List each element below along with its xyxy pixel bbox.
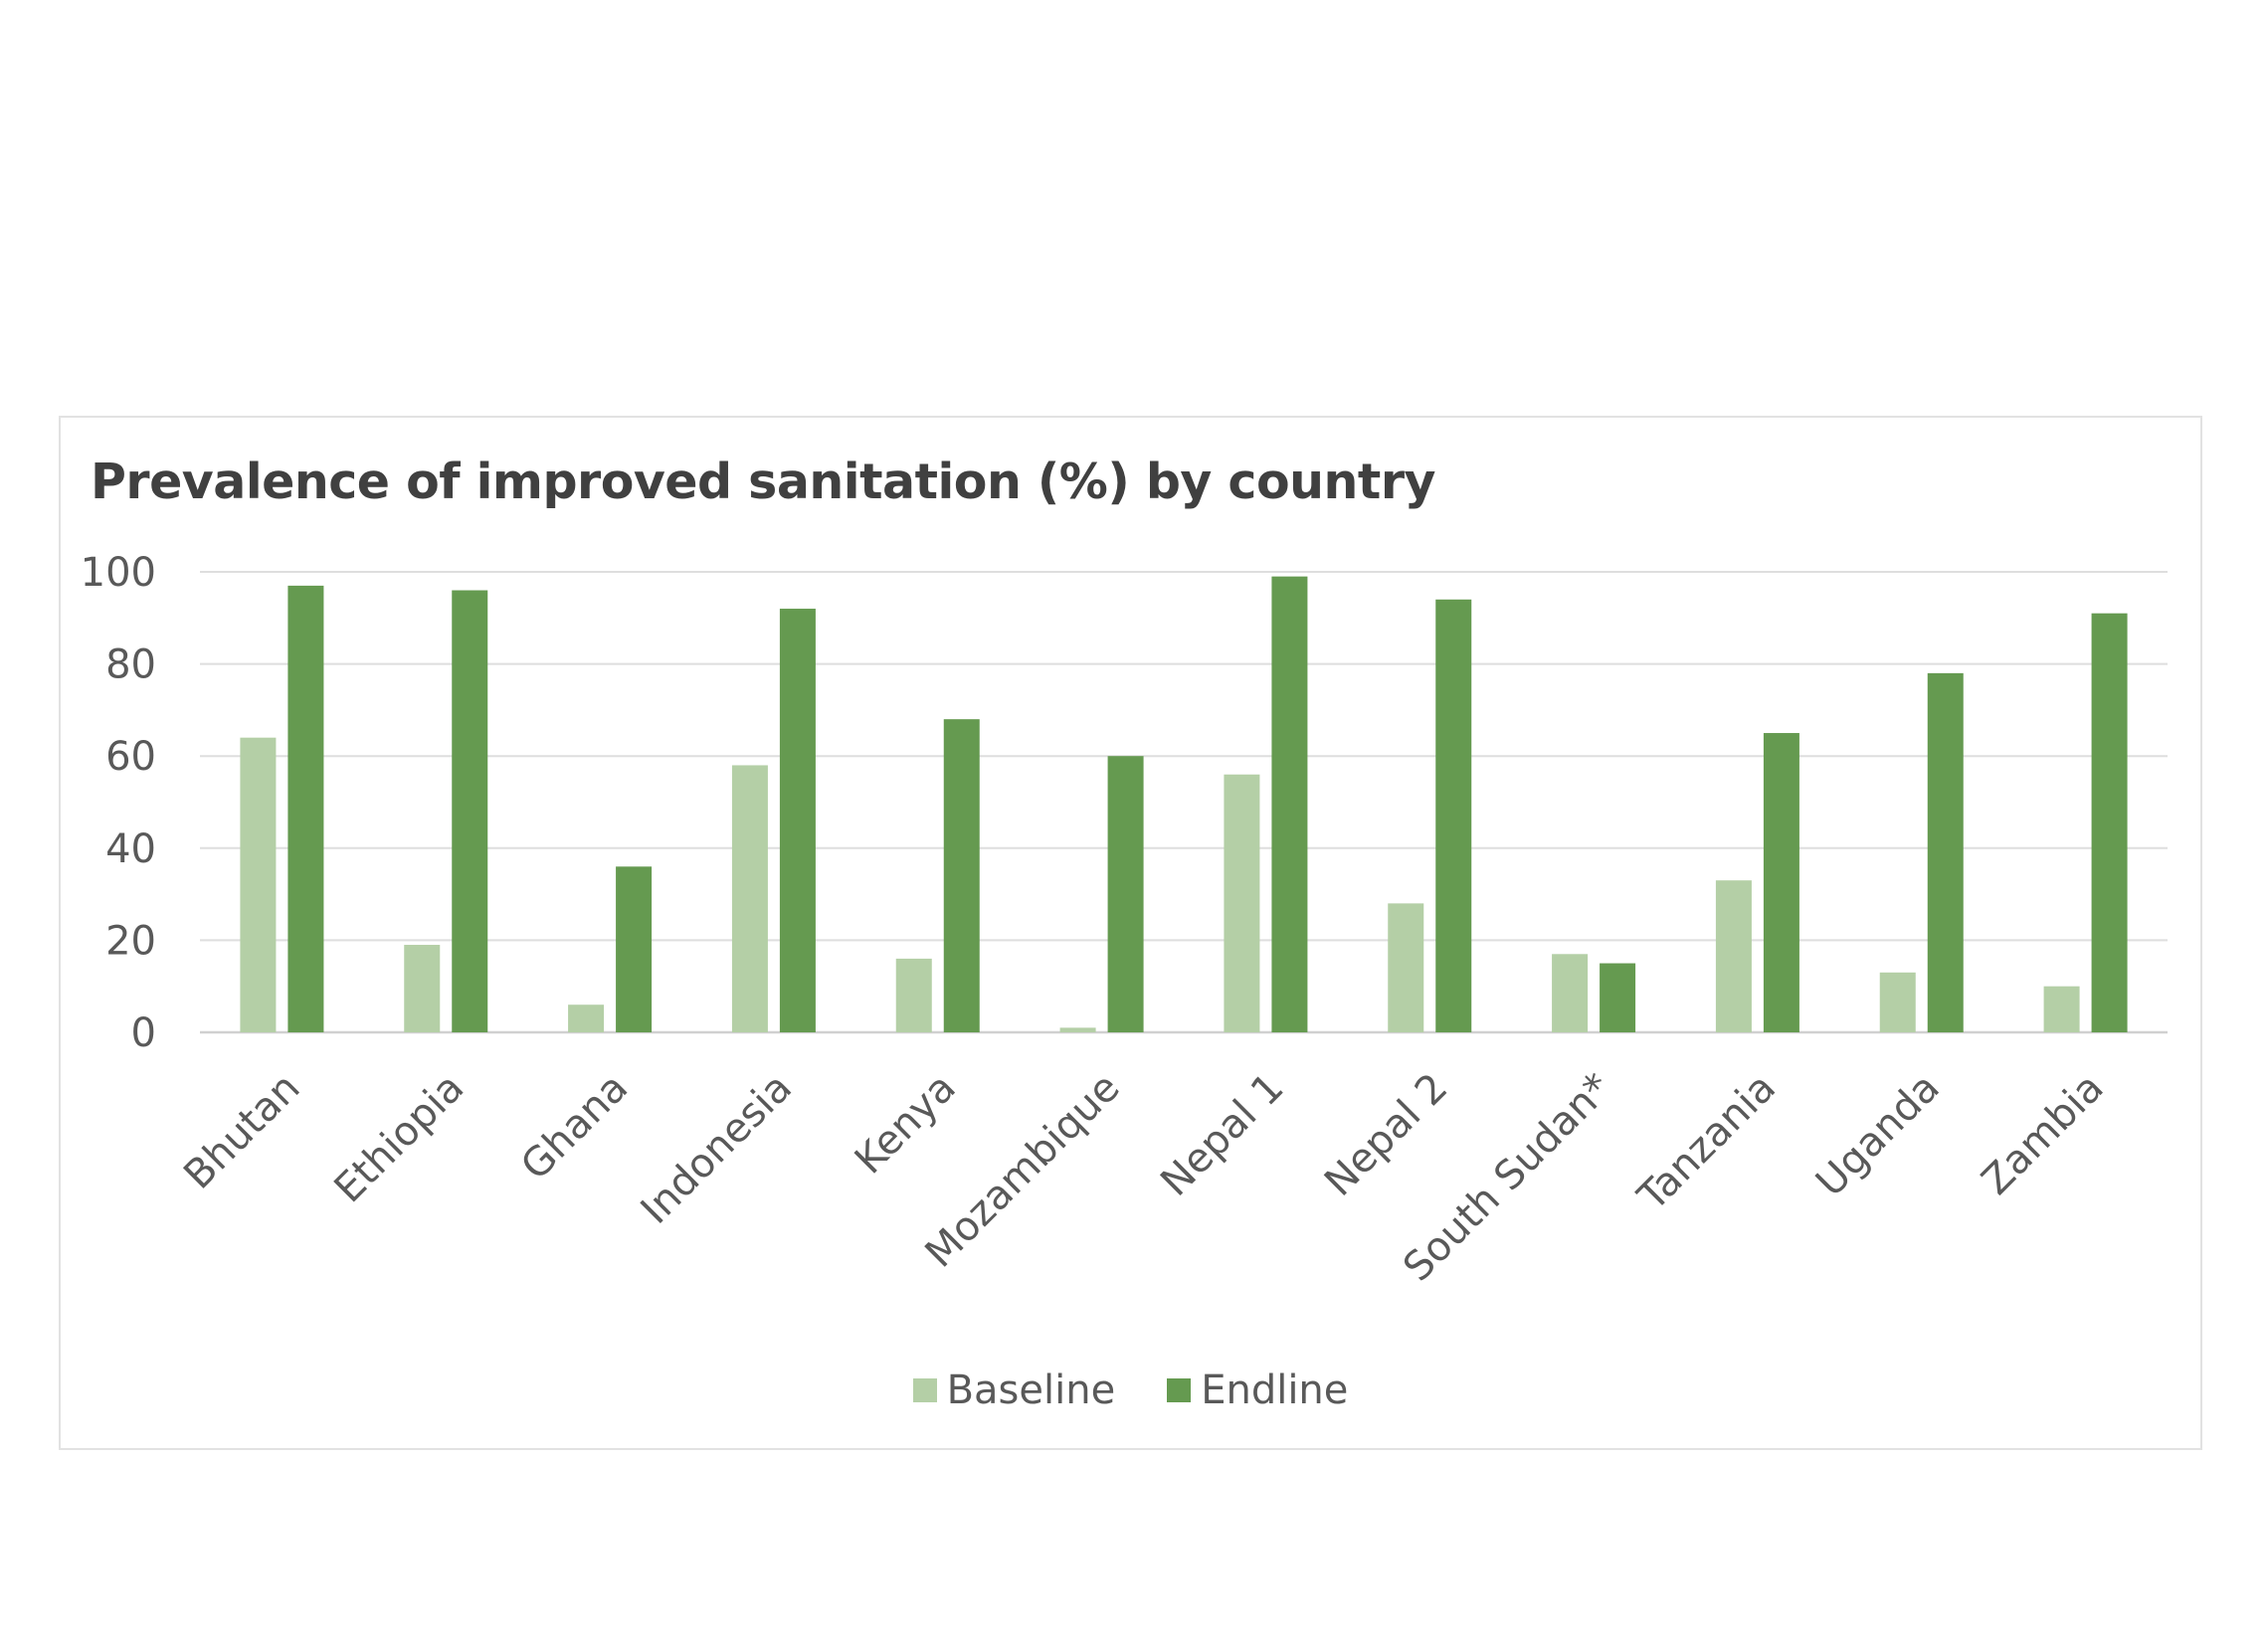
x-tick-label: Nepal 1 (1152, 1065, 1292, 1205)
bar-baseline (1224, 774, 1260, 1032)
bar-baseline (895, 958, 932, 1032)
bar-baseline (1879, 972, 1916, 1032)
bar-baseline (568, 1004, 605, 1032)
bar-baseline (240, 737, 277, 1032)
bar-baseline (404, 945, 441, 1032)
bar-baseline (1388, 903, 1424, 1032)
bar-baseline (731, 765, 768, 1032)
bar-baseline (1059, 1027, 1096, 1032)
legend-item: Baseline (912, 1368, 1116, 1413)
legend-label: Endline (1201, 1368, 1349, 1413)
x-tick-label: Kenya (847, 1065, 965, 1184)
bar-endline (779, 609, 816, 1032)
legend-item: Endline (1167, 1368, 1348, 1413)
bar-endline (1435, 599, 1472, 1032)
bar-endline (1927, 672, 1964, 1032)
x-tick-label: Uganda (1807, 1065, 1949, 1206)
y-tick-label: 80 (105, 642, 156, 688)
bar-endline (1600, 963, 1636, 1032)
chart-title: Prevalence of improved sanitation (%) by… (91, 454, 1435, 510)
y-tick-label: 100 (81, 550, 156, 596)
bar-baseline (2043, 986, 2080, 1032)
bar-endline (943, 719, 980, 1032)
bar-endline (2091, 613, 2128, 1032)
legend-swatch (1167, 1378, 1192, 1402)
y-tick-label: 60 (105, 734, 156, 780)
x-tick-label: Bhutan (175, 1065, 308, 1198)
x-tick-label: Ethiopia (326, 1065, 473, 1212)
legend-swatch (912, 1378, 937, 1402)
chart-plot-area: 0 20 40 60 80 100 Bhutan Ethiopia GhanaIndonesia… (81, 550, 2168, 1291)
bar-endline (1107, 756, 1144, 1032)
x-tick-label: Ghana (512, 1065, 637, 1189)
x-tick-label: Tanzania (1629, 1065, 1785, 1220)
y-tick-label: 20 (105, 918, 156, 964)
bar-endline (616, 866, 653, 1032)
y-tick-label: 40 (105, 826, 156, 872)
x-tick-label: Zambia (1974, 1065, 2113, 1204)
bar-baseline (1552, 954, 1589, 1032)
bar-endline (452, 590, 488, 1032)
x-tick-label: Indonesia (633, 1065, 801, 1233)
x-tick-label: Nepal 2 (1316, 1065, 1456, 1205)
y-tick-label: 0 (131, 1010, 156, 1056)
chart-card: Prevalence of improved sanitation (%) by… (59, 416, 2202, 1450)
bar-endline (1763, 733, 1799, 1032)
bar-endline (1271, 576, 1308, 1032)
bar-baseline (1715, 880, 1752, 1032)
chart-legend: Baseline Endline (61, 1368, 2200, 1413)
bar-endline (287, 585, 324, 1032)
legend-label: Baseline (946, 1368, 1116, 1413)
